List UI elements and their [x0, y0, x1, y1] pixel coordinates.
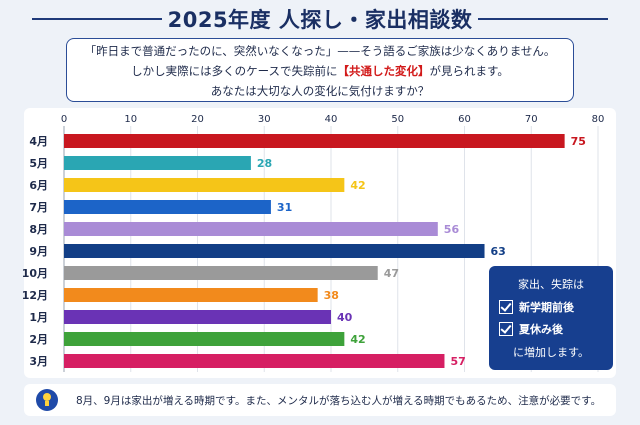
- legend-item-1: 新学期前後: [499, 296, 613, 318]
- category-label: 6月: [29, 179, 48, 192]
- category-label: 8月: [29, 223, 48, 236]
- data-label: 75: [571, 135, 586, 148]
- checkbox-icon: [499, 300, 513, 314]
- x-tick-label: 30: [258, 114, 271, 125]
- checkbox-icon: [499, 322, 513, 336]
- intro-line-3: あなたは大切な人の変化に気付けますか？: [210, 84, 430, 98]
- bar: [64, 156, 251, 170]
- data-label: 31: [277, 201, 292, 214]
- lightbulb-icon: [36, 389, 58, 411]
- bar-chart: 0 10 20 30 40 50 60 70 80 4月 75 5月 28 6月 42 7月 31 8月 56 9月 6…: [22, 114, 605, 372]
- title-divider-left: [32, 18, 162, 20]
- x-tick-label: 50: [391, 114, 404, 125]
- bar: [64, 354, 445, 368]
- bar: [64, 310, 331, 324]
- data-label: 42: [350, 333, 365, 346]
- data-label: 38: [324, 289, 339, 302]
- intro-line-2-after: が見られます。: [429, 64, 509, 78]
- legend-item-1-label: 新学期前後: [519, 301, 574, 314]
- bar: [64, 244, 485, 258]
- bar: [64, 134, 565, 148]
- x-tick-label: 70: [525, 114, 538, 125]
- x-tick-label: 60: [458, 114, 471, 125]
- page-title: 2025年度 人探し・家出相談数: [167, 8, 473, 32]
- bar: [64, 222, 438, 236]
- data-label: 28: [257, 157, 272, 170]
- bar: [64, 200, 271, 214]
- x-tick-label: 40: [325, 114, 338, 125]
- x-tick-label: 0: [61, 114, 67, 125]
- note-text: 8月、9月は家出が増える時期です。また、メンタルが落ち込む人が増える時期でもある…: [76, 394, 602, 407]
- category-label: 5月: [29, 157, 48, 170]
- bar: [64, 266, 378, 280]
- note-box: 8月、9月は家出が増える時期です。また、メンタルが落ち込む人が増える時期でもある…: [24, 384, 616, 416]
- x-tick-label: 20: [191, 114, 204, 125]
- category-label: 10月: [22, 267, 48, 280]
- x-tick-label: 10: [124, 114, 137, 125]
- legend-footer: に増加します。: [513, 346, 589, 359]
- title-divider-right: [478, 18, 608, 20]
- intro-line-1: 「昨日まで普通だったのに、突然いなくなった」——そう語るご家族は少なくありません…: [84, 44, 556, 58]
- data-label: 42: [350, 179, 365, 192]
- category-label: 12月: [22, 289, 48, 302]
- intro-line-2: しかし実際には多くのケースで失踪前に【共通した変化】が見られます。: [67, 61, 573, 81]
- category-label: 3月: [29, 355, 48, 368]
- data-label: 57: [450, 355, 465, 368]
- category-label: 1月: [29, 311, 48, 324]
- intro-box: 「昨日まで普通だったのに、突然いなくなった」——そう語るご家族は少なくありません…: [66, 38, 574, 102]
- category-label: 2月: [29, 333, 48, 346]
- legend-item-2-label: 夏休み後: [519, 323, 563, 336]
- bar: [64, 288, 318, 302]
- title-area: 2025年度 人探し・家出相談数: [0, 0, 640, 38]
- legend-box: 家出、失踪は 新学期前後 夏休み後 に増加します。: [489, 266, 613, 370]
- data-label: 56: [444, 223, 460, 236]
- category-label: 7月: [29, 201, 48, 214]
- legend-item-2: 夏休み後: [499, 318, 613, 340]
- category-label: 4月: [29, 135, 48, 148]
- bar: [64, 178, 345, 192]
- x-tick-label: 80: [592, 114, 605, 125]
- legend-title: 家出、失踪は: [518, 278, 584, 291]
- bar: [64, 332, 345, 346]
- data-label: 47: [384, 267, 399, 280]
- intro-line-2-before: しかし実際には多くのケースで失踪前に: [131, 64, 338, 78]
- data-label: 40: [337, 311, 353, 324]
- intro-highlight: 【共通した変化】: [337, 64, 430, 78]
- category-label: 9月: [29, 245, 48, 258]
- data-label: 63: [491, 245, 506, 258]
